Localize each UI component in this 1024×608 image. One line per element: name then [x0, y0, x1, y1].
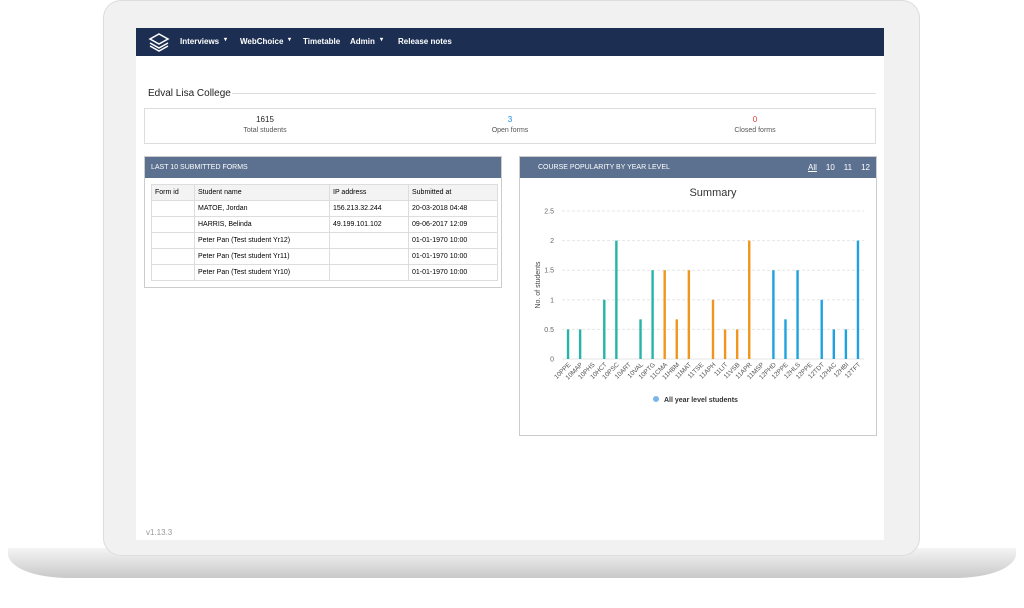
bar [856, 240, 860, 359]
table-row[interactable]: HARRIS, Belinda 49.199.101.102 09-06-2017 … [151, 216, 498, 233]
bar [566, 329, 570, 359]
screen: Interviews ▾ WebChoice ▾ Timetable Admin ▾ Rele… [136, 28, 884, 540]
filters: All 10 11 12 [799, 157, 870, 178]
column-header: Student name [194, 184, 330, 201]
nav-item[interactable]: Interviews [180, 37, 220, 46]
table-cell: 01-01-1970 10:00 [408, 264, 498, 281]
stat-label: Closed forms [734, 127, 776, 134]
stats-box: 1615 Total students 3 Open forms 0 Closed for… [144, 108, 876, 144]
bar [651, 270, 654, 359]
bar [844, 329, 848, 359]
nav-item[interactable]: WebChoice [240, 37, 284, 46]
chart-panel: COURSE POPULARITY BY YEAR LEVEL All 10 11 1… [519, 156, 877, 436]
y-tick-label: 2 [550, 238, 554, 245]
table-row[interactable]: Peter Pan (Test student Yr12) 01-01-1970 … [151, 232, 498, 249]
dropdown-caret: ▾ [224, 37, 228, 43]
nav-item[interactable]: Admin [350, 37, 375, 46]
table-cell: 156.213.32.244 [329, 200, 409, 217]
table-cell [329, 248, 409, 265]
version: v1.13.3 [146, 528, 173, 537]
bar [615, 240, 618, 359]
table-cell: Peter Pan (Test student Yr12) [194, 232, 330, 249]
table-cell: Peter Pan (Test student Yr10) [194, 264, 330, 281]
stat-label: Total students [243, 127, 287, 134]
column-header: IP address [329, 184, 409, 201]
legend-marker [653, 396, 659, 402]
stat-value: 0 [752, 115, 758, 124]
bar [735, 329, 739, 359]
bar [820, 299, 823, 359]
bar [796, 270, 799, 359]
bar [711, 299, 715, 359]
forms-table: Form id Student name IP address Submitted a… [151, 184, 498, 281]
table-cell [151, 232, 195, 249]
table-cell [151, 200, 195, 217]
dropdown-caret: ▾ [288, 37, 292, 43]
forms-panel: LAST 10 SUBMITTED FORMS Form id Student n… [144, 156, 502, 288]
filter-tab[interactable]: 10 [825, 163, 835, 172]
table-cell: 20-03-2018 04:48 [408, 200, 498, 217]
table-row[interactable]: MATOE, Jordan 156.213.32.244 20-03-2018 04… [151, 200, 498, 217]
y-tick-label: 2.5 [544, 209, 554, 216]
table-cell: HARRIS, Belinda [194, 216, 330, 233]
table-cell [151, 216, 195, 233]
bar [748, 240, 751, 359]
table-cell [329, 264, 409, 281]
table-cell [329, 232, 409, 249]
nav-item[interactable]: Release notes [398, 37, 452, 46]
bar [832, 329, 835, 359]
filter-tab[interactable]: All [807, 163, 817, 172]
table-cell: 49.199.101.102 [329, 216, 409, 233]
y-tick-label: 1 [550, 297, 554, 304]
table-cell [151, 264, 195, 281]
stat: 0 Closed forms [635, 115, 875, 134]
table-cell: Peter Pan (Test student Yr11) [194, 248, 330, 265]
chart-title: Summary [689, 187, 737, 199]
y-tick-label: 0 [550, 357, 554, 364]
y-tick-label: 0.5 [544, 327, 554, 334]
nav-bar: Interviews ▾ WebChoice ▾ Timetable Admin ▾ Rele… [136, 28, 884, 56]
legend-label: All year level students [664, 397, 738, 404]
bar [687, 270, 691, 359]
college-title: Edval Lisa College [148, 88, 231, 99]
bar [578, 329, 582, 359]
bar [603, 299, 606, 359]
table-cell [151, 248, 195, 265]
table-cell: 09-06-2017 12:09 [408, 216, 498, 233]
stat-label: Open forms [491, 127, 529, 134]
y-tick-label: 1.5 [544, 268, 554, 275]
logo[interactable] [148, 32, 170, 52]
bar [723, 329, 727, 359]
table-cell: MATOE, Jordan [194, 200, 330, 217]
bar [772, 270, 775, 359]
column-header: Form id [151, 184, 195, 201]
stat-value: 1615 [256, 115, 274, 124]
y-axis-label: No. of students [535, 261, 542, 309]
table-cell: 01-01-1970 10:00 [408, 232, 498, 249]
nav-item[interactable]: Timetable [303, 37, 341, 46]
column-header: Submitted at [408, 184, 498, 201]
bar [639, 319, 642, 359]
header-row: Form id Student name IP address Submitted a… [151, 184, 498, 201]
divider [232, 93, 876, 94]
filter-tab[interactable]: 12 [861, 163, 870, 172]
stat: 3 Open forms [390, 115, 630, 134]
dropdown-caret: ▾ [380, 37, 384, 43]
table-row[interactable]: Peter Pan (Test student Yr11) 01-01-1970 … [151, 248, 498, 265]
stat: 1615 Total students [145, 115, 385, 134]
bar [784, 319, 787, 359]
stat-value: 3 [507, 115, 513, 124]
panel-title: COURSE POPULARITY BY YEAR LEVEL [520, 157, 876, 178]
bar [663, 270, 666, 359]
panel-title: LAST 10 SUBMITTED FORMS [145, 157, 501, 178]
bar [675, 319, 678, 359]
table-cell: 01-01-1970 10:00 [408, 248, 498, 265]
filter-tab[interactable]: 11 [843, 163, 853, 172]
table-row[interactable]: Peter Pan (Test student Yr10) 01-01-1970 … [151, 264, 498, 281]
